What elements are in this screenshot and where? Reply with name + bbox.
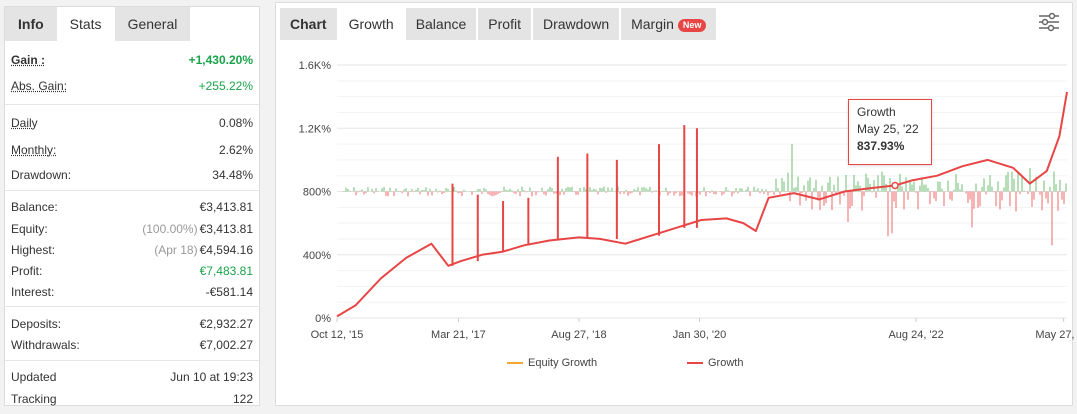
tooltip-point [891,181,899,190]
profit-value: €7,483.81 [199,264,253,278]
deposits-value: €2,932.27 [199,317,253,331]
tab-general[interactable]: General [114,7,191,41]
interest-value: -€581.14 [205,285,253,299]
legend-item-growth[interactable]: Growth [687,357,743,369]
divider [5,104,259,105]
tab-chart[interactable]: Chart [280,8,337,40]
chart-tooltip: Growth May 25, '22 837.93% [848,99,932,165]
x-tick-label: Jan 30, '20 [673,329,726,341]
x-tick-label: Aug 27, '18 [551,329,606,341]
tab-growth[interactable]: Growth [338,8,404,40]
equity-value: €3,413.81 [199,222,253,236]
updated-label: Updated [11,370,57,384]
tab-info[interactable]: Info [5,7,57,41]
withdrawals-row: Withdrawals: €7,002.27 [11,335,253,355]
equity-row: Equity: (100.00%) €3,413.81 [11,219,253,239]
tab-profit[interactable]: Profit [478,8,531,40]
gain-value: +1,430.20% [188,53,253,67]
profit-row: Profit: €7,483.81 [11,261,253,281]
gain-label[interactable]: Gain : [11,53,46,67]
highest-row: Highest: (Apr 18) €4,594.16 [11,240,253,260]
drawdown-label: Drawdown: [11,168,72,182]
highest-label: Highest: [11,243,56,257]
monthly-value: 2.62% [218,143,253,157]
daily-label[interactable]: Daily [11,116,38,130]
highest-value: €4,594.16 [199,243,253,257]
profit-bars [341,144,1067,246]
legend-swatch-equity [507,362,523,364]
chart-lines [336,91,1068,318]
legend-label-growth: Growth [708,357,744,369]
tab-balance[interactable]: Balance [405,8,477,40]
balance-value: €3,413.81 [199,200,253,214]
equity-value-wrap: (100.00%) €3,413.81 [142,219,253,239]
x-tick-label: Oct 12, '15 [311,329,364,341]
chart-ticks: 0% 400% 800% 1.2K% 1.6K% Oct 12, '15 Mar 21, '… [299,60,1077,341]
tooltip-date: May 25, '22 [857,122,919,136]
balance-row: Balance: €3,413.81 [11,197,253,217]
settings-sliders-icon[interactable] [1038,12,1060,32]
monthly-label[interactable]: Monthly: [11,143,57,157]
daily-row: Daily 0.08% [11,113,253,133]
equity-percent: (100.00%) [142,222,198,236]
y-tick-label: 800% [303,187,331,199]
tab-margin-label: Margin [631,16,674,32]
x-tick-label: May 27, '24 [1035,329,1077,341]
chart-grid [336,64,1067,322]
tooltip-value: 837.93% [857,139,905,153]
balance-label: Balance: [11,200,58,214]
updated-value: Jun 10 at 19:23 [170,370,253,384]
tracking-row: Tracking 122 [11,389,253,409]
interest-row: Interest: -€581.14 [11,282,253,302]
divider [5,306,259,307]
interest-label: Interest: [11,285,55,299]
x-tick-label: Aug 24, '22 [888,329,943,341]
legend-label-equity: Equity Growth [528,357,598,369]
withdrawals-label: Withdrawals: [11,338,80,352]
tab-drawdown[interactable]: Drawdown [532,8,620,40]
legend-swatch-growth [687,362,703,364]
legend-item-equity-growth[interactable]: Equity Growth [507,357,597,369]
tab-stats[interactable]: Stats [56,7,115,41]
deposits-row: Deposits: €2,932.27 [11,314,253,334]
divider [5,190,259,191]
profit-label: Profit: [11,264,43,278]
gain-row: Gain : +1,430.20% [11,50,253,70]
tab-margin[interactable]: Margin New [621,8,717,40]
growth-line [336,91,1068,318]
monthly-row: Monthly: 2.62% [11,140,253,160]
tracking-label: Tracking [11,392,57,406]
tracking-value: 122 [232,392,253,406]
updated-row: Updated Jun 10 at 19:23 [11,367,253,387]
highest-value-wrap: (Apr 18) €4,594.16 [154,240,253,260]
y-tick-label: 1.6K% [299,60,332,72]
y-tick-label: 400% [303,250,331,262]
deposits-label: Deposits: [11,317,62,331]
abs-gain-value: +255.22% [198,79,253,93]
abs-gain-row: Abs. Gain: +255.22% [11,76,253,96]
left-tab-bar: Info Stats General [5,7,191,41]
withdrawals-value: €7,002.27 [199,338,253,352]
abs-gain-label[interactable]: Abs. Gain: [11,79,68,93]
y-tick-label: 0% [315,313,331,325]
drawdown-row: Drawdown: 34.48% [11,165,253,185]
divider [5,360,259,361]
stats-panel: Info Stats General Gain : +1,430.20% Abs… [4,6,260,406]
equity-label: Equity: [11,222,48,236]
drawdown-value: 34.48% [212,168,253,182]
chart-tab-bar: Chart Growth Balance Profit Drawdown Mar… [280,8,717,40]
x-tick-label: Mar 21, '17 [431,329,486,341]
y-tick-label: 1.2K% [299,123,332,135]
daily-value: 0.08% [218,116,253,130]
tooltip-series: Growth [857,105,896,119]
new-badge: New [677,19,707,32]
highest-date: (Apr 18) [154,243,198,257]
chart-panel: Chart Growth Balance Profit Drawdown Mar… [275,2,1073,406]
